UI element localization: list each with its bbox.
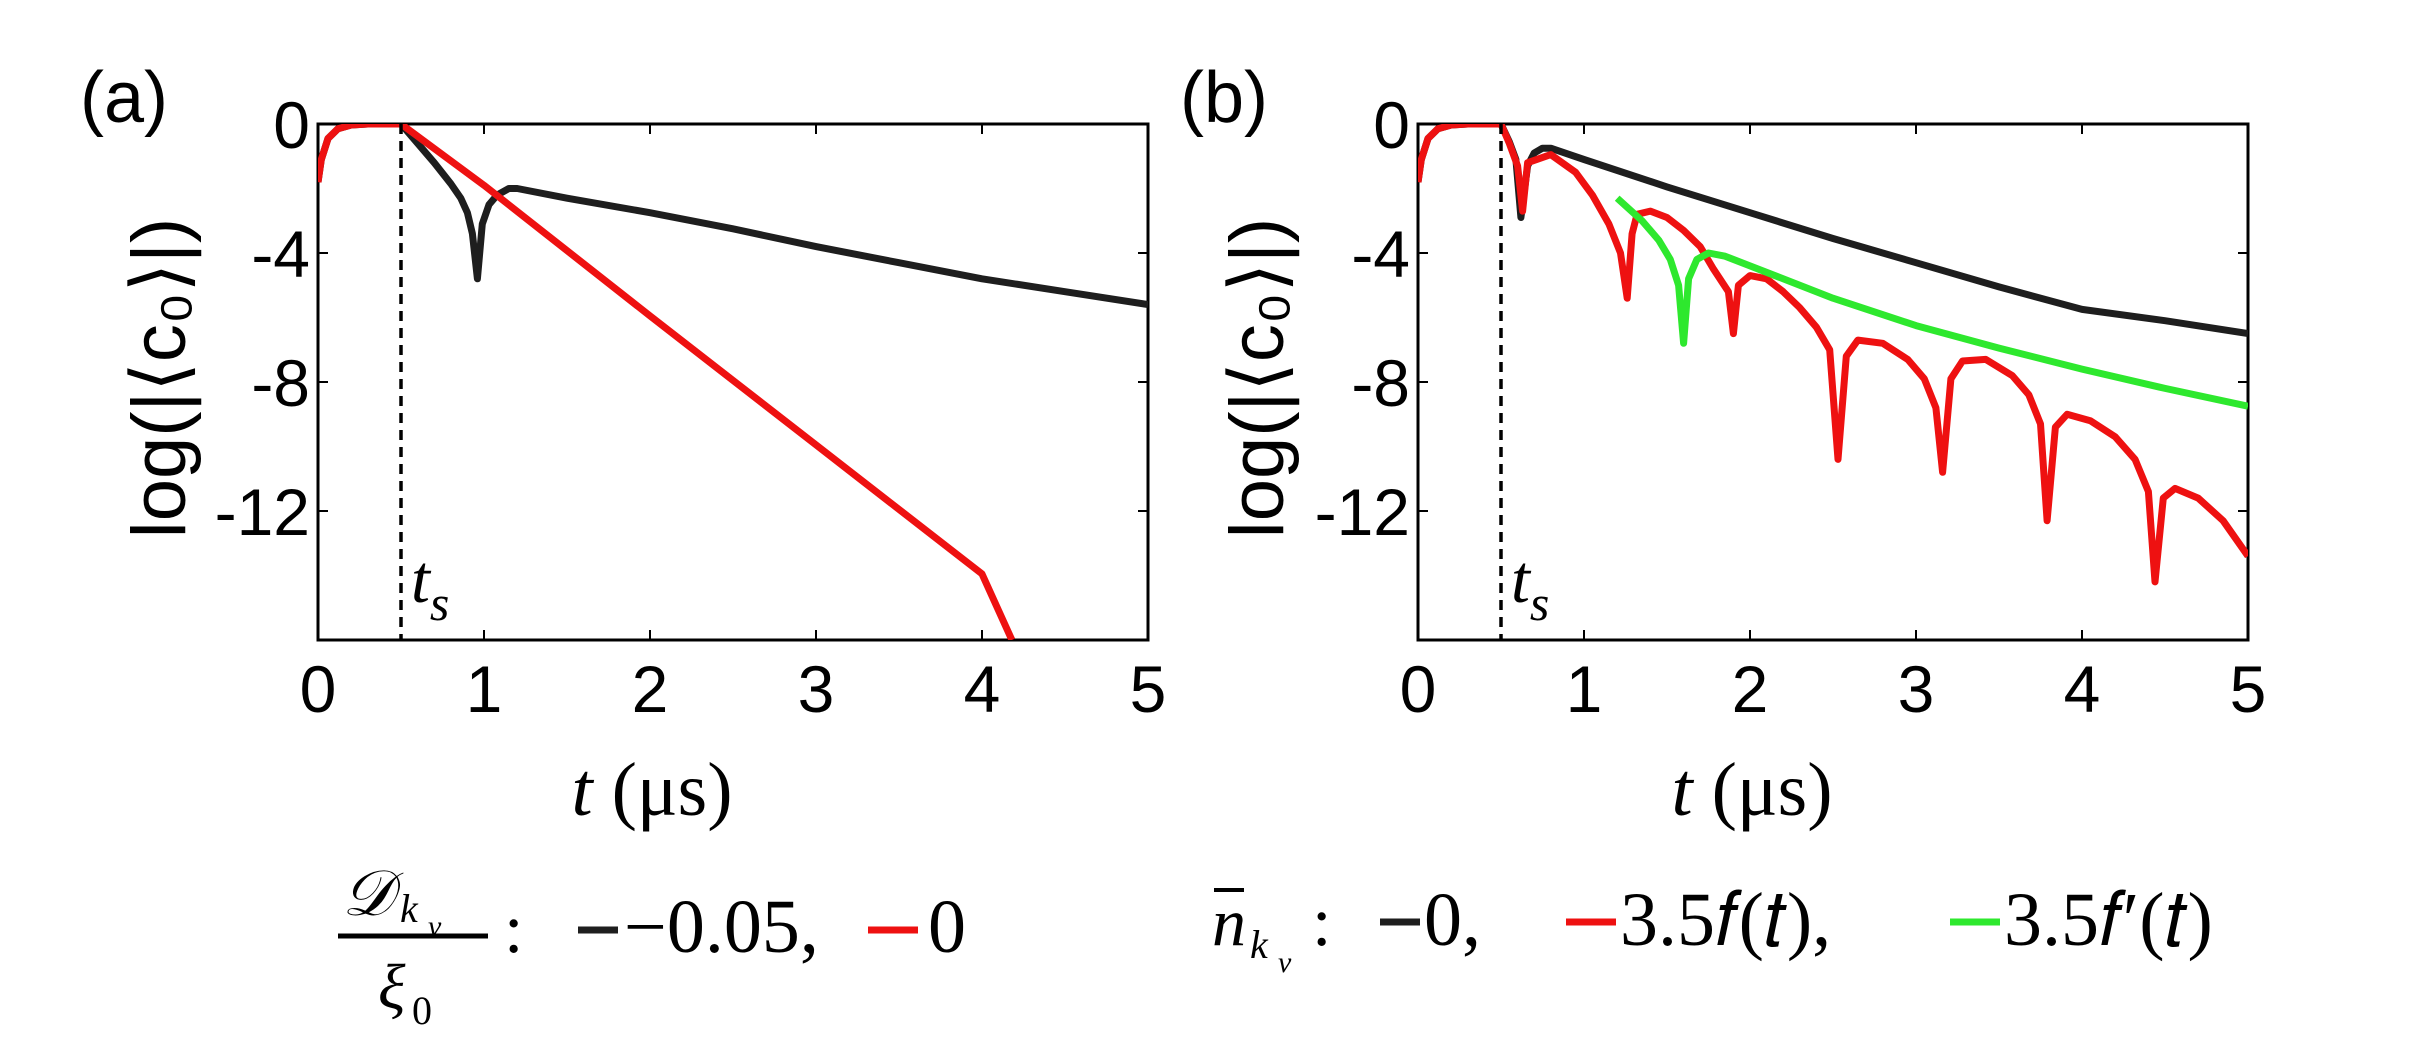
legend-a-den-sub: 0 <box>412 988 432 1033</box>
y-tick-label: -4 <box>1351 217 1410 291</box>
y-tick-label: 0 <box>1373 88 1410 162</box>
legend-b-colon: : <box>1312 884 1331 961</box>
ts-label: ts <box>1511 541 1549 631</box>
panel-a-x-axis-label: t (μs) <box>571 748 732 832</box>
legend-b-entry-black: 0, <box>1424 878 1481 962</box>
series-line-0 <box>318 124 1016 640</box>
panel-b-legend: n k⃗ v : 0, 3.5𝑓(𝑡), 3.5𝑓′(𝑡) <box>1212 878 2213 979</box>
series-line-3.5f'(t) <box>1614 195 2248 410</box>
x-tick-label: 2 <box>1732 652 1769 726</box>
legend-b-symbol: n <box>1212 884 1246 960</box>
legend-a-denominator: ξ <box>378 951 406 1022</box>
panel-b-x-axis-label: t (μs) <box>1671 748 1832 832</box>
x-axis-unit: (μs) <box>1712 748 1833 832</box>
plot-b-area: 0 1 2 3 4 5 0 -4 -8 -12 ts <box>1315 88 2267 726</box>
plot-a-area: 0 1 2 3 4 5 0 -4 -8 -12 ts <box>215 88 1167 726</box>
y-tick-label: -4 <box>251 217 310 291</box>
legend-b-entry-red: 3.5𝑓(𝑡), <box>1620 878 1831 962</box>
y-tick-label: -8 <box>1351 346 1410 420</box>
y-tick-label: -12 <box>1315 475 1410 549</box>
legend-b-entry-green: 3.5𝑓′(𝑡) <box>2004 878 2213 962</box>
legend-a-entry-black: −0.05, <box>624 885 819 969</box>
x-tick-label: 3 <box>1898 652 1935 726</box>
panel-a-label: (a) <box>80 58 168 138</box>
x-tick-label: 1 <box>1566 652 1603 726</box>
x-tick-label: 4 <box>2064 652 2101 726</box>
y-tick-label: 0 <box>273 88 310 162</box>
legend-a-entry-red: 0 <box>928 885 966 969</box>
y-tick-label: -12 <box>215 475 310 549</box>
x-tick-label: 2 <box>632 652 669 726</box>
x-axis-unit: (μs) <box>612 748 733 832</box>
legend-b-sub: k⃗ <box>1250 922 1299 967</box>
x-axis-variable: t <box>571 748 594 832</box>
panel-a-y-axis-label: log(|⟨c₀⟩|) <box>117 218 202 538</box>
x-axis-variable: t <box>1671 748 1694 832</box>
x-tick-label: 5 <box>1130 652 1167 726</box>
legend-a-numerator: 𝒟 <box>342 858 404 929</box>
legend-b-subsub: v <box>1278 946 1292 979</box>
series-line-3.5f(t) <box>1418 124 2248 586</box>
panel-b-label: (b) <box>1180 58 1268 138</box>
x-tick-label: 0 <box>1400 652 1437 726</box>
x-tick-label: 3 <box>798 652 835 726</box>
panel-b-y-axis-label: log(|⟨c₀⟩|) <box>1215 218 1300 538</box>
x-tick-label: 1 <box>466 652 503 726</box>
panel-a-legend: 𝒟 k⃗ v ξ 0 : −0.05, 0 <box>338 858 966 1033</box>
ts-label: ts <box>411 541 449 631</box>
x-tick-label: 4 <box>964 652 1001 726</box>
y-tick-label: -8 <box>251 346 310 420</box>
legend-a-colon: : <box>504 891 523 968</box>
x-tick-label: 0 <box>300 652 337 726</box>
x-tick-label: 5 <box>2230 652 2267 726</box>
legend-a-num-sub: k⃗ <box>400 886 449 931</box>
